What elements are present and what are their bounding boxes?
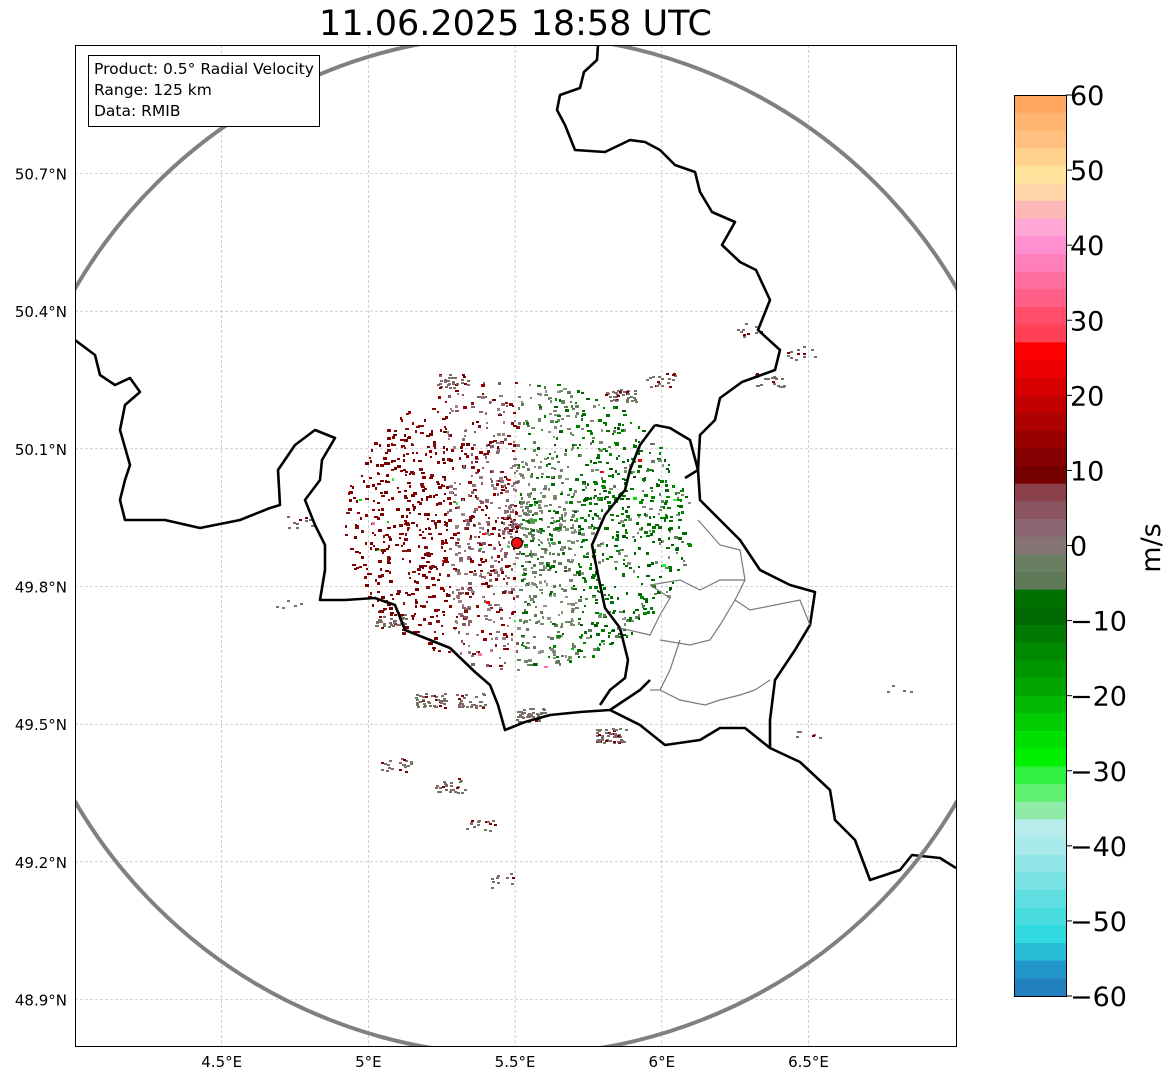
y-tick-label: 50.1°N <box>15 441 67 459</box>
colorbar-band <box>1014 324 1067 343</box>
colorbar-band <box>1014 625 1067 644</box>
y-tick-label: 49.5°N <box>15 716 67 734</box>
y-tick-label: 50.4°N <box>15 303 67 321</box>
plot-frame <box>75 45 957 1047</box>
colorbar-band <box>1014 748 1067 767</box>
radar-echoes <box>276 323 913 889</box>
colorbar-ticks: 60 50 40 30 20 10 0 −10 −20 −30 −40 −50 −60 <box>1066 81 1127 1013</box>
colorbar-band <box>1014 130 1067 149</box>
colorbar-band <box>1014 678 1067 697</box>
colorbar-tick-label: −10 <box>1070 607 1127 638</box>
colorbar-band <box>1014 236 1067 255</box>
colorbar-tick-label: −60 <box>1070 982 1127 1013</box>
x-tick-label: 5°E <box>355 1053 382 1071</box>
colorbar-tick-label: 10 <box>1070 456 1104 487</box>
colorbar-band <box>1014 218 1067 237</box>
x-tick-label: 5.5°E <box>495 1053 536 1071</box>
y-axis: 50.7°N 50.4°N 50.1°N 49.8°N 49.5°N 49.2°N 48.9… <box>15 165 67 1009</box>
colorbar-band <box>1014 377 1067 396</box>
radar-site-marker <box>511 537 523 549</box>
colorbar-band <box>1014 307 1067 326</box>
y-tick-label: 48.9°N <box>15 992 67 1010</box>
colorbar-band <box>1014 254 1067 273</box>
colorbar-band <box>1014 784 1067 803</box>
colorbar-band <box>1014 801 1067 820</box>
y-tick-label: 49.8°N <box>15 579 67 597</box>
product-label: Product: 0.5° Radial Velocity <box>94 60 314 78</box>
border-east <box>654 423 956 882</box>
colorbar-tick-label: −20 <box>1070 682 1127 713</box>
colorbar-band <box>1014 854 1067 873</box>
x-tick-label: 6.5°E <box>788 1053 829 1071</box>
colorbar-band <box>1014 519 1067 538</box>
colorbar-band <box>1014 713 1067 732</box>
colorbar-band <box>1014 430 1067 449</box>
colorbar-tick-label: −40 <box>1070 832 1127 863</box>
colorbar-band <box>1014 395 1067 414</box>
colorbar-band <box>1014 112 1067 131</box>
colorbar-tick-label: 30 <box>1070 306 1104 337</box>
colorbar-band <box>1014 148 1067 167</box>
colorbar-tick-label: 20 <box>1070 381 1104 412</box>
x-tick-label: 6°E <box>649 1053 676 1071</box>
colorbar-label: m/s <box>1136 523 1167 572</box>
y-tick-label: 50.7°N <box>15 165 67 183</box>
colorbar-band <box>1014 289 1067 308</box>
colorbar-band <box>1014 572 1067 591</box>
colorbar-band <box>1014 925 1067 944</box>
colorbar-band <box>1014 342 1067 361</box>
colorbar-band <box>1014 536 1067 555</box>
colorbar-band <box>1014 731 1067 750</box>
colorbar-band <box>1014 360 1067 379</box>
border-west <box>75 338 651 732</box>
border-luxembourg <box>590 424 657 706</box>
product-info-box: Product: 0.5° Radial Velocity Range: 125… <box>88 55 320 127</box>
colorbar-band <box>1014 943 1067 962</box>
colorbar-band <box>1014 766 1067 785</box>
colorbar-band <box>1014 271 1067 290</box>
colorbar-band <box>1014 607 1067 626</box>
border-north <box>555 45 782 480</box>
region-borders <box>619 519 811 706</box>
colorbar-band <box>1014 960 1067 979</box>
colorbar-tick-label: 60 <box>1070 81 1104 112</box>
colorbar-tick-label: 0 <box>1070 532 1087 563</box>
y-tick-label: 49.2°N <box>15 854 67 872</box>
colorbar-band <box>1014 165 1067 184</box>
colorbar-band <box>1014 589 1067 608</box>
country-borders <box>75 45 956 882</box>
colorbar-band <box>1014 183 1067 202</box>
colorbar-tick-label: −30 <box>1070 757 1127 788</box>
colorbar-band <box>1014 466 1067 485</box>
grid-lines <box>75 45 956 1046</box>
colorbar-band <box>1014 642 1067 661</box>
colorbar-bands <box>1014 95 1067 997</box>
colorbar-band <box>1014 907 1067 926</box>
colorbar-band <box>1014 483 1067 502</box>
x-tick-label: 4.5°E <box>201 1053 242 1071</box>
colorbar-band <box>1014 95 1067 114</box>
colorbar-band <box>1014 872 1067 891</box>
colorbar-tick-label: 40 <box>1070 231 1104 262</box>
chart-title: 11.06.2025 18:58 UTC <box>319 4 712 44</box>
range-label: Range: 125 km <box>94 81 212 99</box>
colorbar-band <box>1014 978 1067 997</box>
colorbar-band <box>1014 201 1067 220</box>
colorbar-tick-label: −50 <box>1070 907 1127 938</box>
colorbar-band <box>1014 448 1067 467</box>
border-south <box>609 708 771 750</box>
colorbar-tick-label: 50 <box>1070 156 1104 187</box>
x-axis: 4.5°E 5°E 5.5°E 6°E 6.5°E <box>201 1053 829 1071</box>
data-source-label: Data: RMIB <box>94 102 181 120</box>
colorbar-band <box>1014 890 1067 909</box>
colorbar-band <box>1014 660 1067 679</box>
colorbar-band <box>1014 837 1067 856</box>
colorbar-band <box>1014 501 1067 520</box>
colorbar-band <box>1014 554 1067 573</box>
colorbar-band <box>1014 413 1067 432</box>
colorbar-band <box>1014 695 1067 714</box>
colorbar-band <box>1014 819 1067 838</box>
